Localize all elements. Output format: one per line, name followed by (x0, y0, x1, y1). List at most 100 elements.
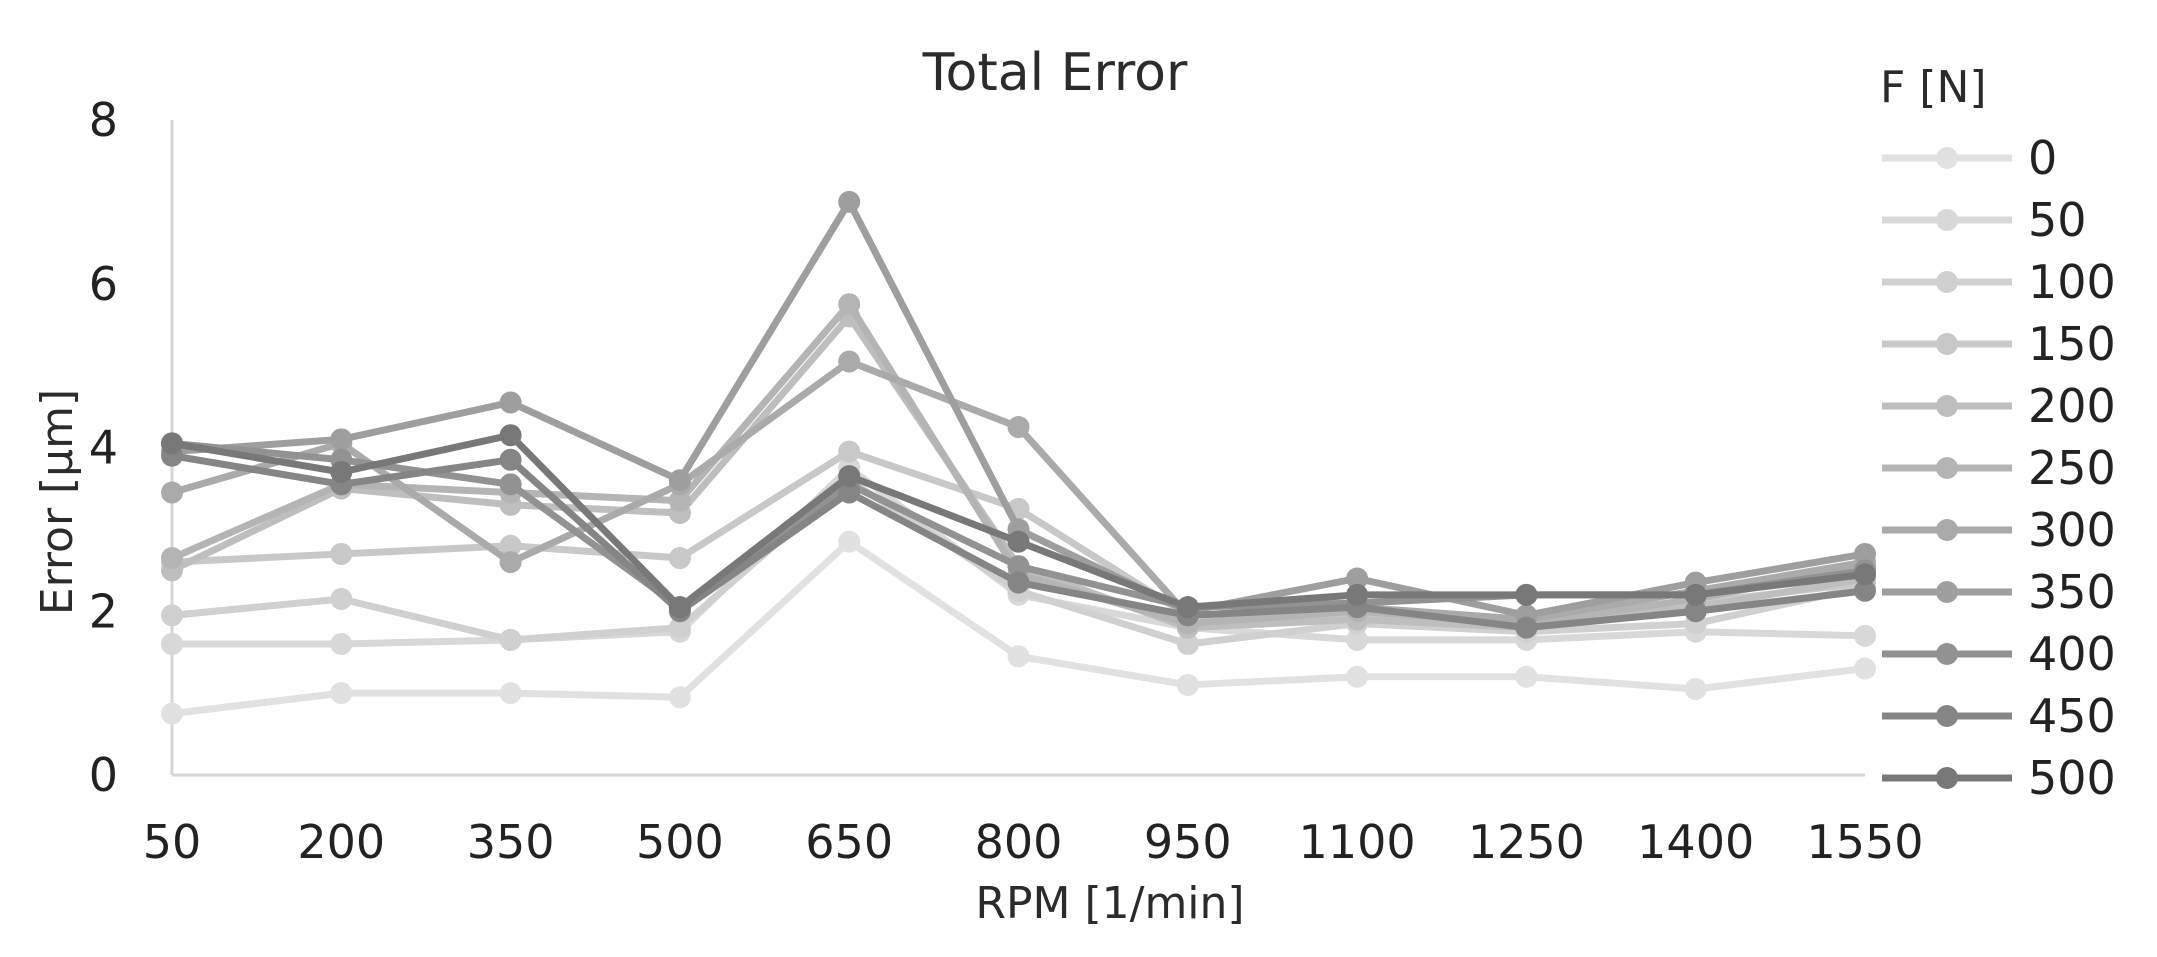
legend-swatch-marker (1936, 767, 1958, 789)
data-point (668, 469, 691, 492)
data-point (668, 489, 691, 512)
data-point (838, 465, 861, 488)
data-point (1176, 673, 1199, 696)
x-tick-label: 200 (297, 815, 385, 869)
legend-label: 50 (2028, 193, 2087, 247)
legend-swatch-marker (1936, 333, 1958, 355)
data-point (1007, 530, 1030, 553)
data-point (668, 547, 691, 570)
data-point (1346, 583, 1369, 606)
legend-label: 300 (2028, 503, 2116, 557)
data-point (1684, 678, 1707, 701)
data-point (1515, 616, 1538, 639)
x-tick-label: 800 (975, 815, 1063, 869)
data-point (499, 534, 522, 557)
data-point (330, 542, 353, 565)
data-point (668, 616, 691, 639)
data-point (499, 682, 522, 705)
legend-swatch-marker (1936, 457, 1958, 479)
data-point (1007, 555, 1030, 578)
legend-label: 200 (2028, 379, 2116, 433)
legend-item: 150 (1882, 317, 2116, 371)
legend-label: 250 (2028, 441, 2116, 495)
series-0 (161, 530, 1876, 725)
x-tick-label: 350 (467, 815, 555, 869)
data-point (161, 604, 183, 627)
legend: 0 50 100 150 200 250 300 350 400 450 500 (1882, 131, 2116, 805)
x-tick-label: 1400 (1637, 815, 1754, 869)
data-point (1515, 583, 1538, 606)
y-tick-label: 6 (89, 257, 118, 311)
data-point (161, 633, 183, 655)
x-tick-labels: 50 200 350 500 650 800 950 1100 1250 1400 1550 (143, 815, 1924, 869)
data-point (1684, 583, 1707, 606)
data-point (330, 428, 353, 451)
legend-swatch-marker (1936, 209, 1958, 231)
series-layer (161, 190, 1876, 725)
data-point (1854, 542, 1876, 565)
legend-item: 350 (1882, 565, 2116, 619)
data-point (1515, 665, 1538, 688)
data-point (330, 461, 353, 484)
x-axis-label: RPM [1/min] (975, 878, 1244, 929)
data-point (161, 481, 183, 504)
legend-item: 200 (1882, 379, 2116, 433)
legend-swatch-marker (1936, 581, 1958, 603)
data-point (1007, 416, 1030, 439)
legend-swatch-marker (1936, 395, 1958, 417)
legend-label: 500 (2028, 751, 2116, 805)
data-point (499, 391, 522, 414)
legend-item: 400 (1882, 627, 2116, 681)
legend-swatch-marker (1936, 519, 1958, 541)
y-tick-label: 2 (89, 584, 118, 638)
legend-item: 300 (1882, 503, 2116, 557)
data-point (1684, 600, 1707, 623)
data-point (668, 596, 691, 619)
legend-title: F [N] (1880, 62, 1987, 113)
data-point (1007, 645, 1030, 668)
data-point (1346, 567, 1369, 590)
x-tick-label: 650 (805, 815, 893, 869)
data-point (1176, 596, 1199, 619)
data-point (668, 686, 691, 709)
chart-title: Total Error (922, 43, 1188, 103)
legend-item: 500 (1882, 751, 2116, 805)
legend-label: 150 (2028, 317, 2116, 371)
data-point (499, 473, 522, 496)
data-point (499, 551, 522, 574)
y-axis-label: Error [µm] (32, 389, 83, 615)
x-tick-label: 500 (636, 815, 724, 869)
x-tick-label: 50 (143, 815, 202, 869)
legend-item: 50 (1882, 193, 2087, 247)
y-tick-label: 8 (89, 93, 118, 147)
legend-label: 400 (2028, 627, 2116, 681)
legend-swatch-marker (1936, 643, 1958, 665)
x-tick-label: 1100 (1299, 815, 1416, 869)
data-point (1854, 563, 1876, 586)
legend-label: 0 (2028, 131, 2057, 185)
data-point (499, 424, 522, 447)
y-tick-label: 4 (89, 421, 118, 475)
data-point (1854, 624, 1876, 647)
data-point (499, 628, 522, 651)
legend-item: 0 (1882, 131, 2057, 185)
legend-swatch-marker (1936, 705, 1958, 727)
legend-label: 450 (2028, 689, 2116, 743)
data-point (330, 587, 353, 610)
legend-swatch-marker (1936, 147, 1958, 169)
data-point (838, 481, 861, 504)
data-point (838, 293, 861, 316)
x-tick-label: 950 (1144, 815, 1232, 869)
x-tick-label: 1250 (1468, 815, 1585, 869)
data-point (161, 547, 183, 570)
data-point (499, 448, 522, 471)
data-point (1007, 571, 1030, 594)
data-point (838, 190, 861, 213)
legend-item: 250 (1882, 441, 2116, 495)
data-point (161, 432, 183, 455)
data-point (161, 702, 183, 725)
data-point (1346, 628, 1369, 651)
data-point (1854, 657, 1876, 680)
series-500 (161, 424, 1876, 619)
